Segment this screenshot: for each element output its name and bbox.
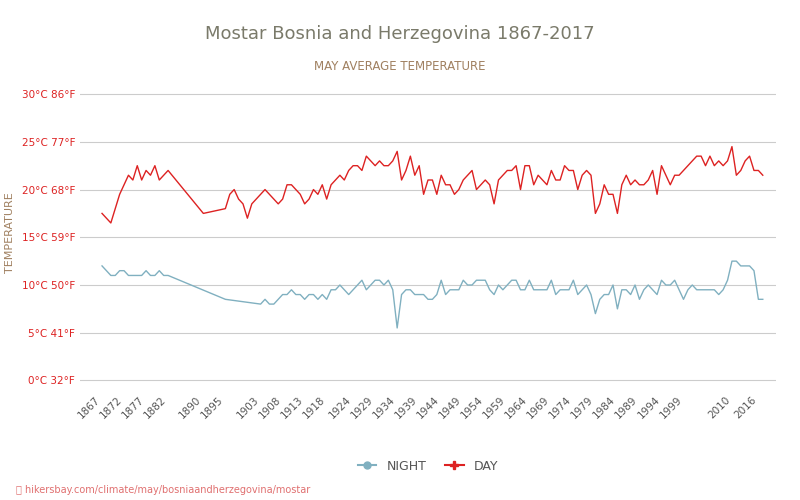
Text: MAY AVERAGE TEMPERATURE: MAY AVERAGE TEMPERATURE <box>314 60 486 73</box>
Text: Mostar Bosnia and Herzegovina 1867-2017: Mostar Bosnia and Herzegovina 1867-2017 <box>205 25 595 43</box>
Legend: NIGHT, DAY: NIGHT, DAY <box>353 456 503 478</box>
Y-axis label: TEMPERATURE: TEMPERATURE <box>5 192 14 273</box>
Text: 🔴 hikersbay.com/climate/may/bosniaandherzegovina/mostar: 🔴 hikersbay.com/climate/may/bosniaandher… <box>16 485 310 495</box>
